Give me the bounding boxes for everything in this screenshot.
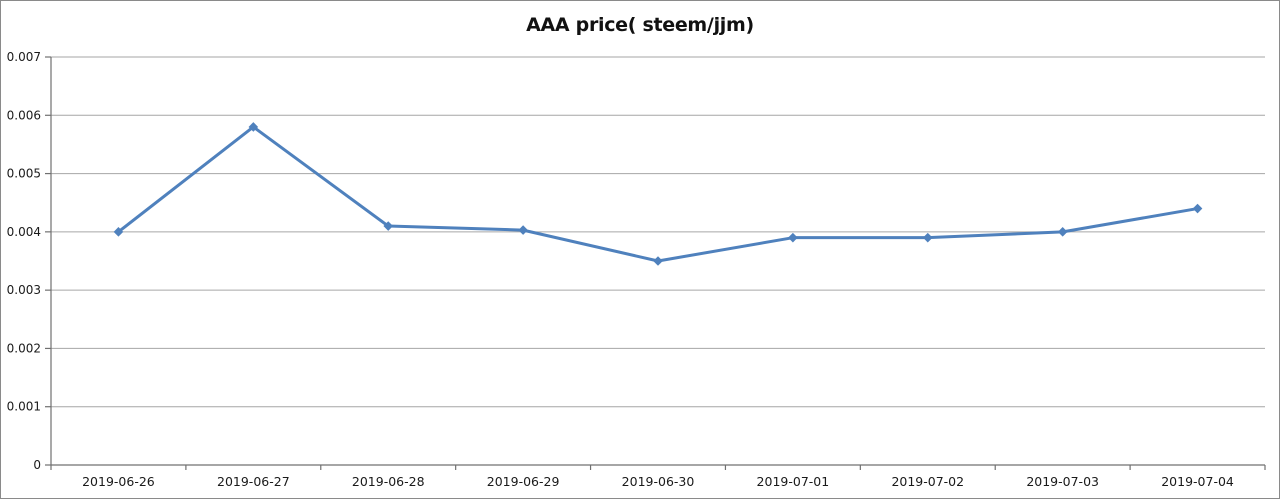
series-line (116, 125, 1200, 263)
data-point-marker (518, 225, 528, 235)
data-point-marker (383, 221, 394, 231)
y-axis-label: 0.002 (7, 341, 41, 355)
x-axis-label: 2019-07-03 (1026, 474, 1099, 489)
data-point-marker (653, 256, 663, 266)
x-axis-label: 2019-06-26 (82, 474, 155, 489)
data-point-marker (1057, 227, 1068, 237)
x-axis-label: 2019-06-27 (217, 474, 290, 489)
y-axis-label: 0 (33, 458, 41, 472)
y-axis-label: 0.001 (7, 400, 41, 414)
y-axis-label: 0.004 (7, 225, 41, 239)
x-axis-label: 2019-06-28 (352, 474, 425, 489)
data-point-marker (922, 232, 933, 243)
x-axis-label: 2019-06-29 (487, 474, 560, 489)
y-axis-label: 0.007 (7, 50, 41, 64)
y-axis-label: 0.005 (7, 167, 41, 181)
y-axis-label: 0.003 (7, 283, 41, 297)
data-point-marker (113, 227, 124, 237)
data-point-marker (248, 122, 259, 132)
x-axis-label: 2019-07-02 (891, 474, 964, 489)
x-axis-label: 2019-07-01 (757, 474, 830, 489)
y-axis-label: 0.006 (7, 108, 41, 122)
x-axis-label: 2019-07-04 (1161, 474, 1234, 489)
data-point-marker (788, 232, 798, 243)
data-point-marker (1192, 203, 1203, 214)
x-axis-label: 2019-06-30 (622, 474, 695, 489)
